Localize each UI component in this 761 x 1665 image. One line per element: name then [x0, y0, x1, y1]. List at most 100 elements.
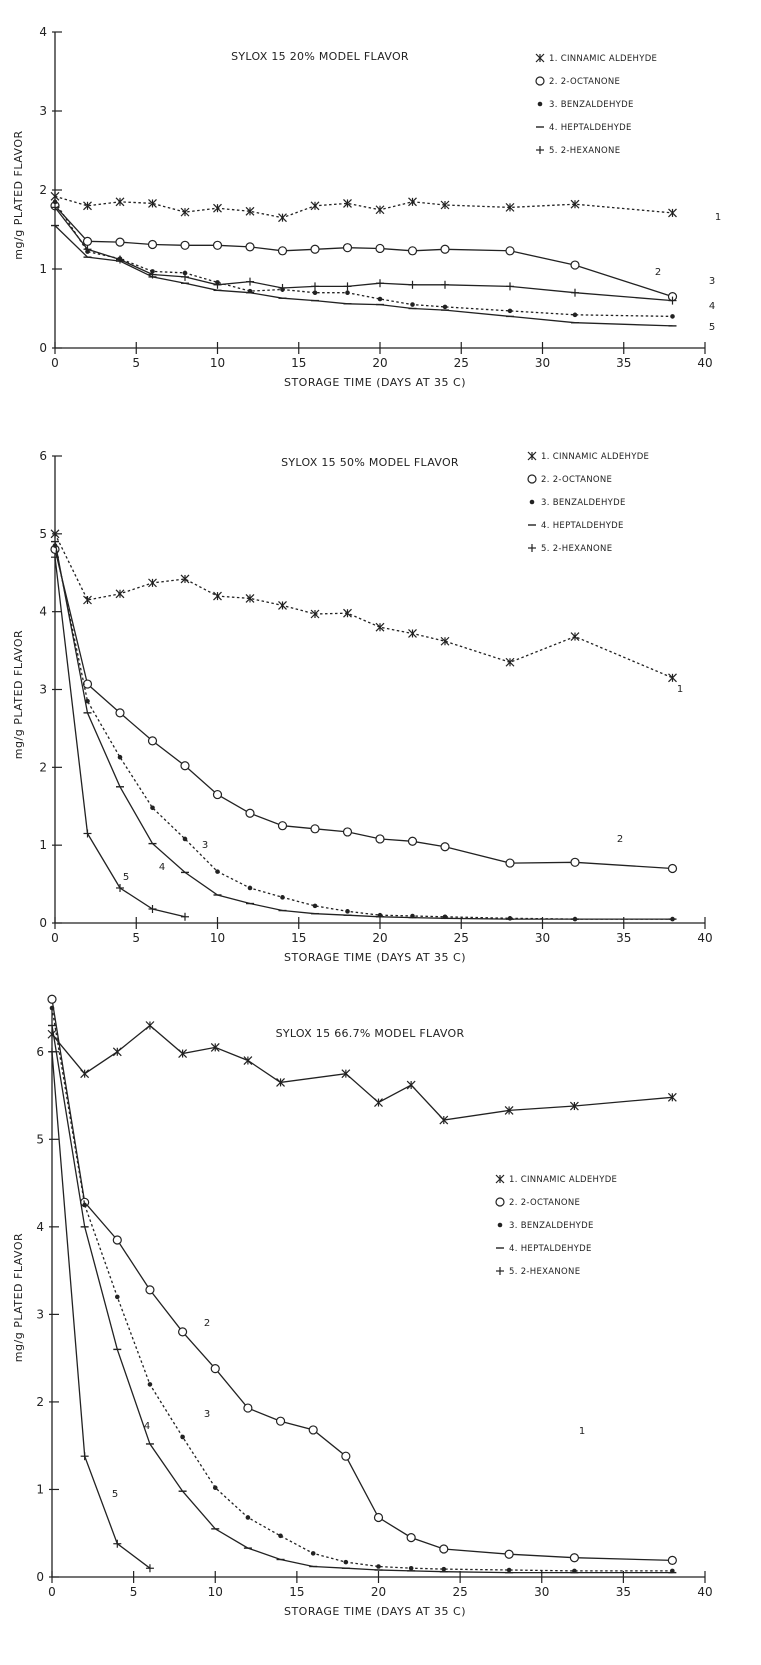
x-tick-label: 25	[452, 1585, 467, 1599]
x-tick-label: 10	[210, 931, 225, 945]
y-tick-label: 0	[39, 341, 47, 355]
data-point	[245, 1515, 251, 1520]
x-tick-label: 10	[210, 356, 225, 370]
data-point	[275, 1416, 286, 1426]
data-point	[373, 1512, 384, 1523]
data-point	[505, 657, 515, 667]
data-point	[180, 1434, 185, 1440]
legend-item: 2. 2-OCTANONE	[495, 1197, 580, 1208]
data-point	[375, 205, 385, 215]
data-point	[245, 808, 255, 818]
data-point	[52, 199, 58, 205]
x-axis-title: STORAGE TIME (DAYS AT 35 C)	[284, 1605, 466, 1618]
series-line	[51, 1051, 151, 1569]
x-tick-label: 30	[534, 1585, 549, 1599]
legend-item: 3. BENZALDEHYDE	[529, 498, 625, 508]
series-line	[54, 195, 673, 219]
data-point	[569, 1101, 579, 1111]
data-point	[570, 857, 580, 867]
data-point	[85, 698, 90, 704]
series-line	[54, 225, 673, 327]
data-point	[212, 1485, 218, 1491]
legend-marker	[495, 1174, 505, 1184]
data-point	[375, 622, 385, 632]
data-point	[505, 246, 515, 256]
series-line	[54, 201, 673, 318]
data-point	[343, 282, 352, 291]
data-point	[505, 202, 515, 212]
legend-label: 1. CINNAMIC ALDEHYDE	[541, 452, 649, 462]
data-point	[407, 246, 418, 256]
data-point	[440, 200, 450, 210]
x-tick-label: 35	[616, 356, 631, 370]
legend-label: 5. 2-HEXANONE	[541, 544, 612, 554]
data-point	[148, 270, 157, 279]
curve-label: 1	[579, 1426, 585, 1437]
legend-marker	[527, 451, 537, 461]
y-tick-label: 4	[39, 605, 47, 619]
data-point	[180, 761, 190, 771]
data-point	[507, 916, 513, 921]
data-point	[442, 304, 448, 310]
series-1	[47, 1021, 677, 1125]
x-tick-label: 5	[132, 356, 140, 370]
data-point	[345, 909, 350, 914]
data-point	[507, 308, 513, 314]
data-point	[180, 240, 190, 250]
curve-label: 2	[617, 834, 623, 845]
data-point	[439, 1544, 449, 1554]
legend-marker	[536, 146, 544, 154]
data-point	[570, 632, 580, 641]
legend-item: 2. 2-OCTANONE	[535, 76, 620, 87]
legend-item: 4. HEPTALDEHYDE	[528, 521, 623, 531]
data-point	[439, 1115, 449, 1125]
legend-label: 3. BENZALDEHYDE	[549, 100, 634, 110]
data-point	[570, 199, 580, 209]
y-tick-label: 2	[39, 183, 47, 197]
data-point	[667, 1555, 677, 1565]
curve-label: 4	[709, 301, 715, 312]
chart-title: SYLOX 15 20% MODEL FLAVOR	[231, 50, 409, 63]
series-line	[54, 557, 186, 918]
series-2	[50, 201, 678, 302]
curve-label: 5	[112, 1489, 118, 1500]
series-3	[49, 1005, 675, 1574]
y-axis-title: mg/g PLATED FLAVOR	[12, 630, 25, 759]
curve-label: 3	[202, 840, 208, 851]
data-point	[375, 243, 385, 254]
data-point	[374, 1098, 383, 1107]
curve-label: 4	[144, 1421, 150, 1432]
series-line	[51, 1025, 673, 1574]
data-point	[311, 282, 319, 291]
series-line	[51, 1007, 673, 1572]
data-point	[145, 1285, 155, 1295]
x-tick-label: 35	[616, 931, 631, 945]
data-point	[180, 574, 190, 584]
y-tick-label: 5	[36, 1132, 44, 1146]
chart-title: SYLOX 15 50% MODEL FLAVOR	[281, 456, 459, 469]
curve-label: 5	[123, 872, 129, 883]
series-1	[50, 529, 677, 683]
data-point	[181, 912, 189, 921]
data-point	[310, 824, 320, 834]
data-point	[310, 244, 320, 254]
series-4	[51, 540, 677, 920]
legend-label: 3. BENZALDEHYDE	[509, 1221, 594, 1231]
x-tick-label: 15	[289, 1585, 304, 1599]
data-point	[182, 836, 188, 842]
data-point	[506, 1567, 512, 1573]
data-point	[115, 237, 125, 247]
legend-item: 5. 2-HEXANONE	[528, 544, 612, 554]
series-2	[47, 994, 677, 1565]
data-point	[668, 208, 677, 218]
data-point	[147, 239, 158, 250]
data-point	[278, 213, 287, 223]
legend-label: 4. HEPTALDEHYDE	[549, 123, 632, 133]
x-tick-label: 5	[130, 1585, 138, 1599]
x-tick-label: 0	[51, 356, 59, 370]
data-point	[504, 1105, 514, 1115]
x-tick-label: 5	[132, 931, 140, 945]
legend-item: 2. 2-OCTANONE	[527, 474, 612, 485]
